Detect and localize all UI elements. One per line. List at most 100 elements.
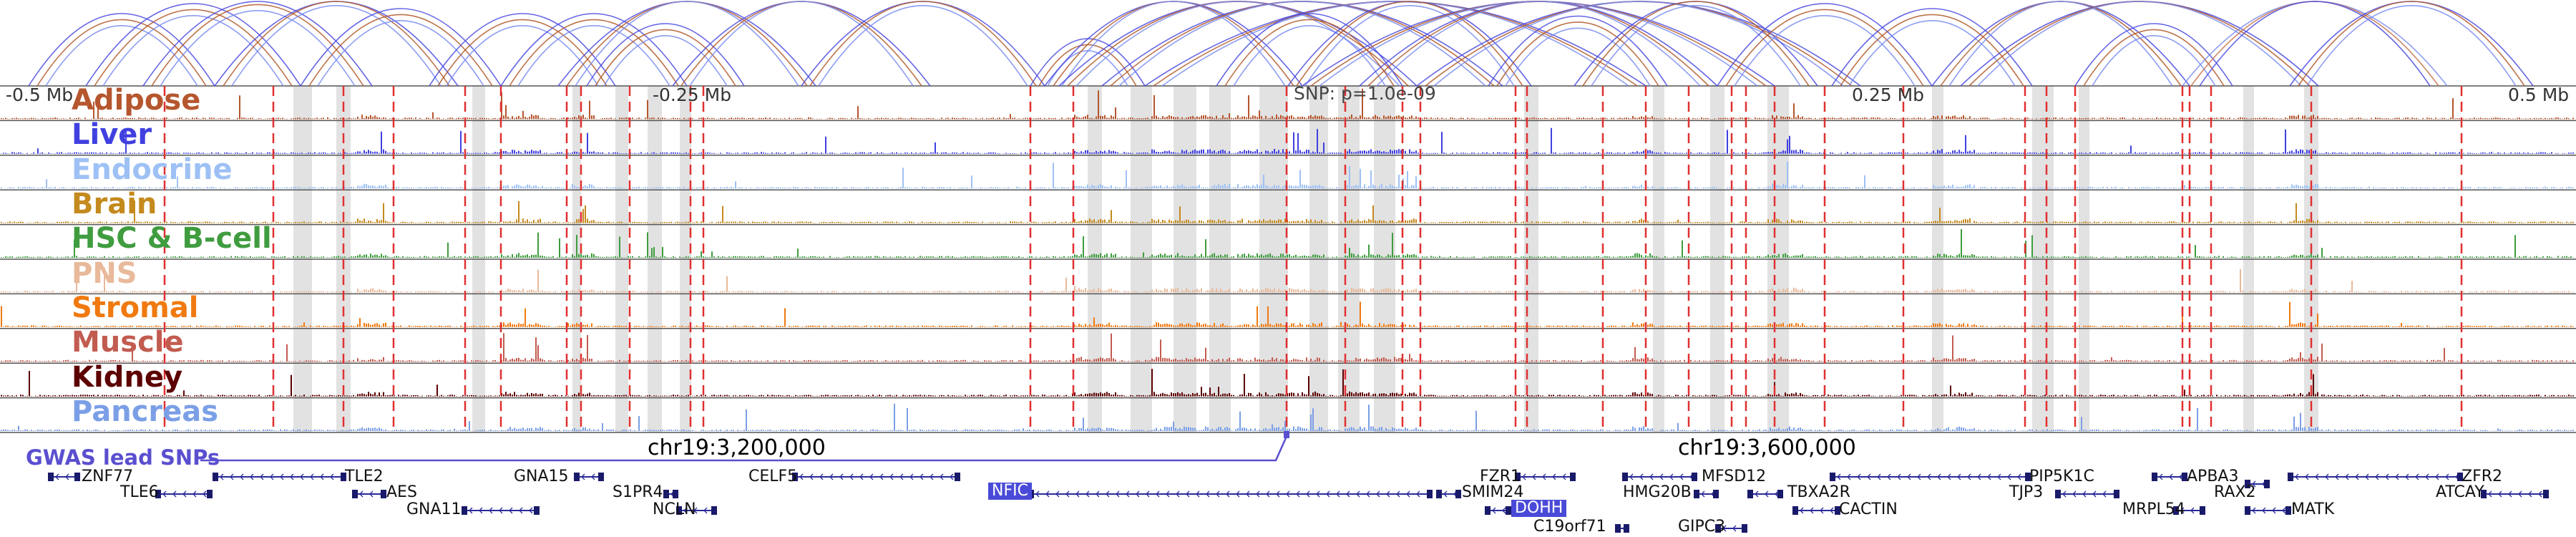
interaction-arc [2074, 23, 2233, 87]
strand-arrow [2425, 473, 2429, 480]
interaction-arc [586, 23, 745, 87]
strand-arrow [909, 473, 914, 480]
gene-exon [1694, 490, 1699, 498]
strand-arrow [1416, 490, 1420, 498]
gene-label: MFSD12 [1702, 468, 1767, 485]
strand-arrow [1997, 473, 2001, 480]
interaction-arc [94, 9, 293, 87]
strand-arrow [1286, 490, 1290, 498]
interaction-arc [603, 35, 728, 87]
track-label-kidney: Kidney [72, 361, 183, 394]
strand-arrow [809, 473, 814, 480]
signal-pns [1, 267, 2574, 293]
interaction-arc [45, 25, 198, 87]
interaction-arc [1224, 19, 1395, 87]
gene-exon [2264, 480, 2270, 488]
track-label-endocrine: Endocrine [72, 153, 233, 186]
strand-arrow [1830, 507, 1834, 514]
interaction-arc [2199, 1, 2431, 87]
gene-label: TLE6 [120, 483, 159, 501]
strand-arrow [1206, 490, 1210, 498]
strand-arrow [859, 473, 864, 480]
strand-arrow [2190, 507, 2195, 514]
strand-arrow [1927, 473, 1931, 480]
strand-arrow [230, 473, 234, 480]
interaction-arc [1433, 1, 1844, 87]
gene-exon [534, 506, 540, 515]
gene-exon [2245, 506, 2250, 515]
strand-arrow [529, 507, 533, 514]
interaction-arc [1582, 1, 1810, 87]
gene-label: C19orf71 [1533, 518, 1606, 536]
strand-arrow [919, 473, 924, 480]
strand-arrow [1937, 473, 1941, 480]
strand-arrow [290, 473, 294, 480]
interaction-arc [1118, 1, 1486, 87]
strand-arrow [203, 490, 207, 498]
strand-arrow [1800, 507, 1804, 514]
strand-arrow [2295, 473, 2299, 480]
gene-exon [673, 490, 678, 498]
strand-arrow [2335, 473, 2339, 480]
interaction-arc [429, 13, 616, 87]
interaction-arc [575, 1, 799, 87]
strand-arrow [1977, 473, 1981, 480]
track-label-liver: Liver [72, 118, 152, 151]
gene-exon [1742, 524, 1747, 533]
gene-exon [213, 473, 218, 481]
gene-label: HMG20B [1623, 483, 1692, 501]
strand-arrow [260, 473, 264, 480]
gene-exon [2055, 490, 2061, 498]
interaction-arc [2306, 5, 2517, 87]
interaction-arc [1734, 15, 1916, 87]
strand-arrow [940, 473, 944, 480]
strand-arrow [1732, 525, 1737, 532]
strand-arrow [1639, 473, 1644, 480]
gene-exon [48, 473, 54, 481]
gwas-lead-snps-label: GWAS lead SNPs [26, 445, 220, 470]
interaction-arc [1717, 3, 1933, 87]
gene-exon [2182, 473, 2187, 481]
strand-arrow [1276, 490, 1280, 498]
gene-exon [676, 506, 682, 515]
track-label-brain: Brain [72, 188, 157, 221]
interaction-arc [680, 1, 922, 87]
signal-pancreas [1, 403, 2574, 431]
gene-label: ATCAY [2436, 483, 2484, 501]
gene-label: MRPL54 [2122, 500, 2185, 518]
signal-kidney [1, 369, 2574, 397]
interaction-arc [2092, 35, 2216, 87]
strand-arrow [1126, 490, 1130, 498]
gene-exon [2173, 506, 2179, 515]
strand-arrow [1837, 473, 1841, 480]
strand-arrow [479, 507, 483, 514]
interaction-arc [1496, 21, 1659, 87]
gene-exon [2245, 480, 2250, 488]
strand-arrow [1256, 490, 1260, 498]
gene-label: AES [386, 483, 417, 501]
gene-exon [1715, 524, 1721, 533]
strand-arrow [250, 473, 254, 480]
axis-tick-label: -0.25 Mb [653, 84, 732, 105]
interaction-arc [36, 19, 207, 87]
gene-label: GIPC3 [1678, 518, 1726, 536]
gene-label: CACTIN [1839, 500, 1898, 518]
interaction-arc [1940, 1, 2182, 87]
strand-arrow [1987, 473, 1991, 480]
strand-arrow [2082, 490, 2087, 498]
gene-exon [2543, 490, 2549, 498]
gene-exon [1515, 473, 1521, 481]
strand-arrow [2445, 473, 2449, 480]
strand-arrow [1186, 490, 1190, 498]
strand-arrow [1857, 473, 1861, 480]
strand-arrow [1897, 473, 1901, 480]
axis-tick-label: 0.5 Mb [2508, 84, 2570, 105]
strand-arrow [1867, 473, 1871, 480]
signal-brain [1, 200, 2574, 223]
strand-arrow [1065, 490, 1070, 498]
gene-exon [155, 490, 161, 498]
strand-arrow [1246, 490, 1250, 498]
gene-exon [711, 506, 717, 515]
interaction-arc [308, 14, 493, 87]
strand-arrow [172, 490, 177, 498]
